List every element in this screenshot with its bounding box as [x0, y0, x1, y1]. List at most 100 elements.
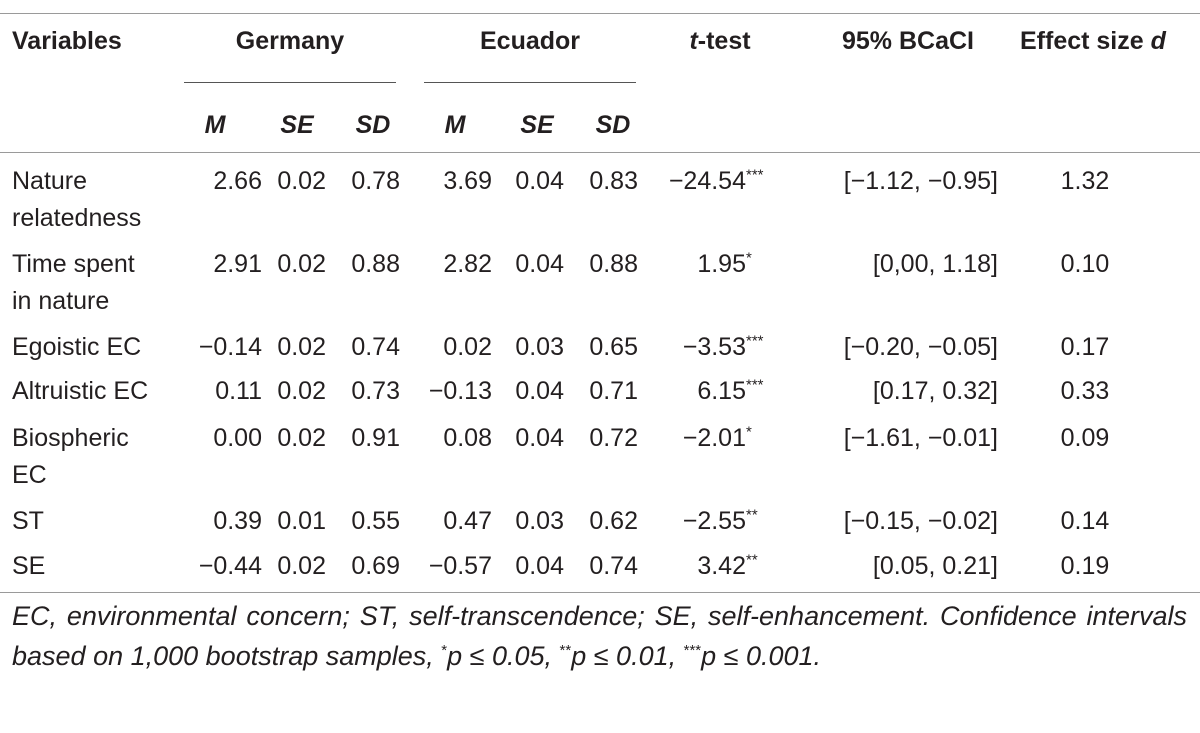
significance-stars: **: [746, 506, 758, 524]
header-ecuador-se-text: SE: [520, 111, 554, 139]
header-ecuador-se: SE: [508, 106, 566, 144]
ci-value: [0.05, 0.21]: [872, 552, 998, 580]
header-ecuador-m-text: M: [444, 111, 466, 139]
ecuador-m: 2.82: [443, 250, 492, 278]
germany-m: 2.66: [213, 167, 262, 195]
t-test-value: 3.42: [697, 552, 746, 580]
header-ttest: t-test: [640, 22, 800, 60]
germany-sd: 0.55: [351, 507, 400, 535]
effect-size-value: 0.09: [1060, 424, 1110, 452]
ecuador-sd: 0.74: [589, 552, 638, 580]
ci-value: [−1.61, −0.01]: [843, 424, 998, 452]
header-ecuador-sd-text: SD: [595, 111, 631, 139]
ci-value: [−1.12, −0.95]: [843, 167, 998, 195]
ci-value: [0,00, 1.18]: [872, 250, 998, 278]
header-ecuador-sd: SD: [584, 106, 642, 144]
germany-m: −0.14: [198, 333, 262, 361]
row-variable: Time spent: [12, 250, 135, 278]
t-test-value: −24.54: [668, 167, 746, 195]
ecuador-m: 0.08: [443, 424, 492, 452]
row-variable: Nature: [12, 167, 88, 195]
table-bottom-rule: [0, 592, 1200, 593]
ecuador-m: −0.13: [428, 377, 492, 405]
header-ttest-rest: -test: [697, 27, 751, 55]
significance-stars: ***: [746, 376, 764, 394]
germany-se: 0.01: [277, 507, 326, 535]
germany-m: 0.39: [213, 507, 262, 535]
row-variable: Altruistic EC: [12, 377, 149, 405]
effect-size-value: 0.17: [1060, 333, 1110, 361]
row-variable-cont: relatedness: [12, 204, 142, 232]
germany-sd: 0.91: [351, 424, 400, 452]
header-germany-sd: SD: [344, 106, 402, 144]
t-test-value: −3.53: [682, 333, 746, 361]
germany-sd: 0.73: [351, 377, 400, 405]
ecuador-m: −0.57: [428, 552, 492, 580]
significance-stars: ***: [746, 332, 764, 350]
ecuador-sd: 0.72: [589, 424, 638, 452]
ecuador-group-rule: [424, 82, 636, 83]
footnote-p2: p ≤ 0.01,: [571, 641, 684, 671]
ecuador-sd: 0.88: [589, 250, 638, 278]
header-ecuador: Ecuador: [479, 27, 581, 55]
header-germany-se: SE: [268, 106, 326, 144]
effect-size-value: 1.32: [1060, 167, 1110, 195]
row-variable: Biospheric: [12, 424, 129, 452]
significance-stars: *: [746, 423, 752, 441]
ci-value: [0.17, 0.32]: [872, 377, 998, 405]
germany-sd: 0.74: [351, 333, 400, 361]
footnote-text: EC, environmental concern; ST, self-tran…: [12, 601, 1187, 671]
germany-m: 0.00: [213, 424, 262, 452]
header-effect-size: Effect size d: [1020, 22, 1166, 60]
table-top-rule: [0, 13, 1200, 14]
table-footnote: EC, environmental concern; ST, self-tran…: [12, 596, 1187, 676]
t-test-value: 6.15: [697, 377, 746, 405]
germany-se: 0.02: [277, 552, 326, 580]
ci-value: [−0.20, −0.05]: [843, 333, 998, 361]
ecuador-m: 0.02: [443, 333, 492, 361]
effect-size-value: 0.19: [1060, 552, 1110, 580]
header-ttest-t: t: [689, 27, 698, 55]
ecuador-m: 3.69: [443, 167, 492, 195]
significance-stars: *: [746, 249, 752, 267]
t-test-value: −2.01: [682, 424, 746, 452]
header-germany-sd-text: SD: [355, 111, 391, 139]
germany-group-rule: [184, 82, 396, 83]
ecuador-se: 0.04: [515, 552, 564, 580]
footnote-sup-2: **: [559, 642, 572, 659]
row-variable: SE: [12, 552, 46, 580]
germany-m: 2.91: [213, 250, 262, 278]
germany-se: 0.02: [277, 167, 326, 195]
footnote-p1: p ≤ 0.05,: [447, 641, 560, 671]
row-variable: ST: [12, 507, 44, 535]
ecuador-se: 0.04: [515, 424, 564, 452]
ecuador-se: 0.04: [515, 250, 564, 278]
effect-size-value: 0.14: [1060, 507, 1110, 535]
footnote-sup-3: ***: [683, 642, 702, 659]
header-ci: 95% BCaCI: [842, 27, 974, 55]
ecuador-sd: 0.62: [589, 507, 638, 535]
row-variable-cont: in nature: [12, 287, 110, 315]
row-variable-cont: EC: [12, 461, 47, 489]
germany-se: 0.02: [277, 377, 326, 405]
germany-sd: 0.88: [351, 250, 400, 278]
germany-se: 0.02: [277, 333, 326, 361]
footnote-sup-1: *: [441, 642, 448, 659]
germany-m: −0.44: [198, 552, 262, 580]
germany-se: 0.02: [277, 250, 326, 278]
header-bottom-rule: [0, 152, 1200, 153]
germany-sd: 0.69: [351, 552, 400, 580]
t-test-value: 1.95: [697, 250, 746, 278]
ecuador-sd: 0.65: [589, 333, 638, 361]
header-germany-m-text: M: [204, 111, 226, 139]
ecuador-se: 0.04: [515, 377, 564, 405]
ecuador-sd: 0.83: [589, 167, 638, 195]
ecuador-m: 0.47: [443, 507, 492, 535]
effect-size-value: 0.10: [1060, 250, 1110, 278]
effect-size-value: 0.33: [1060, 377, 1110, 405]
ecuador-se: 0.04: [515, 167, 564, 195]
ecuador-se: 0.03: [515, 507, 564, 535]
header-effect-d: d: [1150, 27, 1166, 55]
header-germany: Germany: [235, 27, 345, 55]
